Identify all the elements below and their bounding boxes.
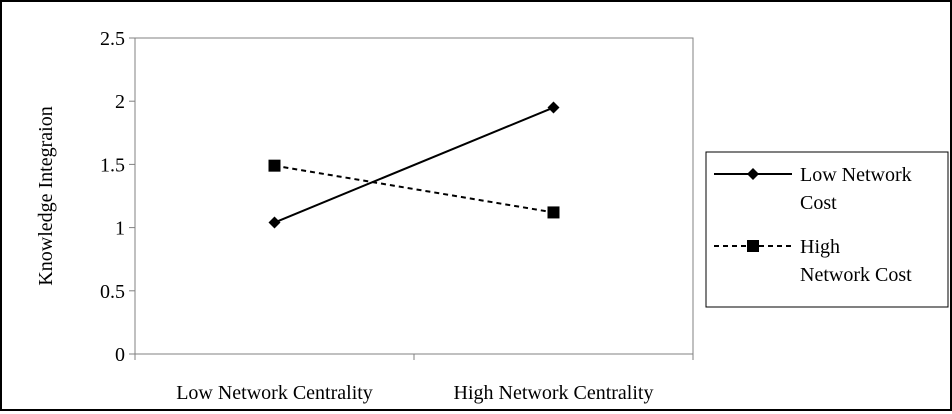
series-2-point [268, 159, 281, 172]
y-tick-label: 0 [115, 344, 125, 366]
legend-label-1: Low Network [800, 164, 912, 186]
series-1-point [547, 101, 560, 114]
y-tick-label: 0.5 [100, 281, 125, 303]
x-tick-label: High Network Centrality [454, 382, 654, 404]
series-1-point [268, 216, 281, 229]
legend-marker-2 [747, 240, 759, 252]
y-tick-label: 2.5 [100, 28, 125, 50]
series-line-2 [274, 164, 554, 214]
series-line-1 [274, 106, 554, 224]
series-2-point [547, 206, 560, 219]
y-axis-title: Knowledge Integraion [35, 106, 57, 285]
legend-box [705, 151, 949, 308]
y-tick-label: 2 [115, 91, 125, 113]
plot-area [134, 37, 694, 355]
legend-label-1: Cost [800, 192, 837, 214]
line-chart: 0 0.5 1 1.5 2 2.5 Low Network Centrality High … [35, 28, 949, 404]
legend-label-2: Network Cost [800, 264, 912, 286]
y-tick-label: 1 [115, 218, 125, 240]
legend-marker-1 [747, 168, 759, 180]
legend: Low Network Cost High Network Cost [705, 151, 949, 308]
y-tick-label: 1.5 [100, 154, 125, 176]
x-tick-label: Low Network Centrality [176, 382, 373, 404]
legend-label-2: High [800, 236, 840, 258]
